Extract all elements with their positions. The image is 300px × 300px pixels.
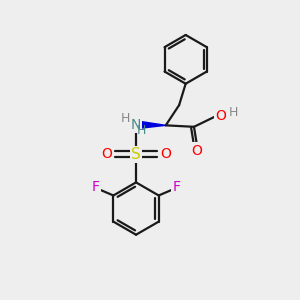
- Text: N: N: [131, 118, 141, 132]
- Text: H: H: [229, 106, 239, 119]
- Text: F: F: [92, 180, 100, 194]
- Text: O: O: [215, 110, 226, 123]
- Text: S: S: [131, 147, 141, 162]
- Text: H: H: [136, 124, 146, 136]
- Text: H: H: [120, 112, 130, 125]
- Text: O: O: [160, 148, 171, 161]
- Text: O: O: [191, 144, 203, 158]
- Text: F: F: [172, 180, 181, 194]
- Text: O: O: [101, 148, 112, 161]
- Polygon shape: [134, 121, 166, 129]
